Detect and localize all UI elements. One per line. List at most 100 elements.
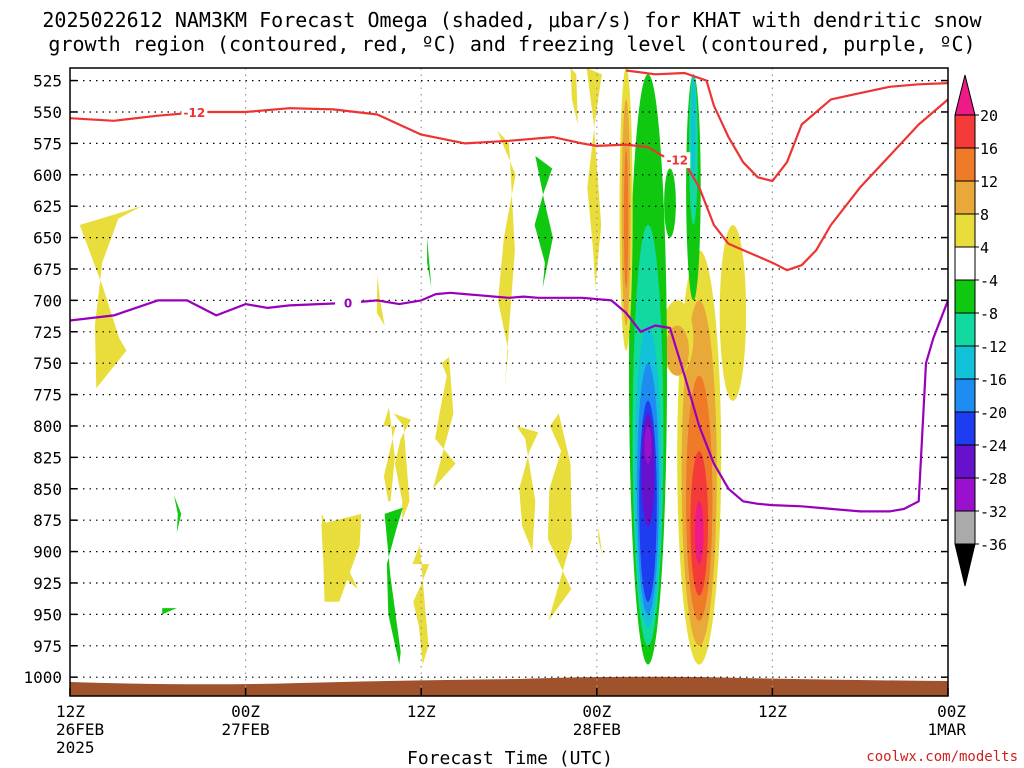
freezing-level-contour-label: 0 <box>344 296 352 310</box>
colorbar-label: 8 <box>980 206 989 224</box>
colorbar-swatch <box>954 411 976 446</box>
colorbar-swatch <box>954 180 976 215</box>
y-tick-label: 850 <box>33 480 62 499</box>
omega-core <box>691 74 696 175</box>
x-tick-label: 28FEB <box>573 720 621 739</box>
y-tick-label: 825 <box>33 448 62 467</box>
omega-region <box>383 407 396 502</box>
y-axis-ticks: 525 550 575 600 625 650 675 700 725 750 775 800 825 8… <box>23 72 948 687</box>
dgz-contour <box>647 98 948 272</box>
omega-region <box>173 495 182 533</box>
colorbar-swatch <box>954 378 976 413</box>
y-tick-label: 900 <box>33 543 62 562</box>
x-tick-label: 12Z <box>407 702 436 721</box>
x-tick-label: 2025 <box>56 738 95 757</box>
omega-core <box>623 149 629 288</box>
y-tick-label: 625 <box>33 197 62 216</box>
x-axis-label: Forecast Time (UTC) <box>407 748 613 768</box>
credit-text: coolwx.com/modelts <box>866 749 1018 765</box>
omega-region <box>598 526 603 558</box>
colorbar-swatch <box>954 147 976 182</box>
x-tick-label: 00Z <box>937 702 966 721</box>
colorbar-label: -8 <box>980 305 998 323</box>
x-tick-label: 12Z <box>56 702 85 721</box>
colorbar-swatch <box>954 246 976 281</box>
omega-core <box>664 168 676 238</box>
plot-frame <box>69 67 949 697</box>
y-tick-label: 875 <box>33 511 62 530</box>
y-tick-label: 650 <box>33 229 62 248</box>
omega-core <box>719 225 747 401</box>
y-tick-label: 775 <box>33 386 62 405</box>
y-tick-label: 725 <box>33 323 62 342</box>
colorbar-label: -4 <box>980 272 998 290</box>
colorbar-swatch <box>954 477 976 512</box>
omega-region <box>534 155 553 288</box>
chart-title-line2: growth region (contoured, red, ºC) and f… <box>48 32 975 56</box>
freezing-level-label-bg <box>335 294 362 311</box>
freezing-level-contour <box>70 291 948 513</box>
y-tick-label: 750 <box>33 354 62 373</box>
x-tick-label: 00Z <box>582 702 611 721</box>
x-tick-label: 00Z <box>231 702 260 721</box>
y-tick-label: 675 <box>33 260 62 279</box>
grid-layer <box>70 68 948 696</box>
colorbar: 20 16 12 8 4 -4 -8 -12 -16 -20 -24 -28 -32 -36 <box>954 74 1007 587</box>
colorbar-swatch <box>954 345 976 380</box>
omega-core <box>644 426 652 464</box>
colorbar-label: -20 <box>980 404 1007 422</box>
omega-region <box>586 68 602 288</box>
ground-layer <box>70 676 948 696</box>
colorbar-bottom-arrow <box>954 543 976 587</box>
colorbar-label: -36 <box>980 536 1007 554</box>
x-tick-label: 1MAR <box>927 720 966 739</box>
colorbar-label: 16 <box>980 140 998 158</box>
omega-region <box>427 237 432 288</box>
dgz-contour-label: -12 <box>184 106 206 120</box>
dgz-label-bg <box>664 152 691 169</box>
colorbar-swatch <box>954 213 976 248</box>
omega-region <box>547 413 572 621</box>
colorbar-swatch <box>954 312 976 347</box>
y-tick-label: 575 <box>33 134 62 153</box>
y-tick-label: 700 <box>33 291 62 310</box>
colorbar-swatch <box>954 444 976 479</box>
y-tick-label: 550 <box>33 103 62 122</box>
ground-terrain <box>70 676 948 696</box>
omega-region <box>412 545 430 665</box>
omega-region <box>432 356 456 489</box>
dgz-contour-label: -12 <box>666 154 688 168</box>
colorbar-label: -24 <box>980 437 1007 455</box>
omega-region <box>79 206 142 389</box>
omega-region <box>497 130 516 389</box>
chart-title-line1: 2025022612 NAM3KM Forecast Omega (shaded… <box>42 8 982 32</box>
y-tick-label: 925 <box>33 574 62 593</box>
omega-core <box>694 501 704 565</box>
y-tick-label: 600 <box>33 166 62 185</box>
x-tick-label: 12Z <box>758 702 787 721</box>
y-tick-label: 800 <box>33 417 62 436</box>
colorbar-label: -12 <box>980 338 1007 356</box>
x-tick-label: 26FEB <box>56 720 104 739</box>
omega-region <box>384 507 403 665</box>
colorbar-swatch <box>954 114 976 149</box>
y-tick-label: 975 <box>33 637 62 656</box>
omega-region <box>162 608 177 615</box>
x-tick-label: 27FEB <box>222 720 270 739</box>
colorbar-swatch <box>954 279 976 314</box>
y-tick-label: 950 <box>33 605 62 624</box>
omega-region <box>321 513 362 602</box>
dgz-label-bg <box>181 104 208 121</box>
colorbar-label: 12 <box>980 173 998 191</box>
colorbar-label: 20 <box>980 107 998 125</box>
omega-shading-layer <box>79 68 747 665</box>
colorbar-top-arrow <box>954 74 976 116</box>
y-tick-label: 1000 <box>23 668 62 687</box>
y-tick-label: 525 <box>33 72 62 91</box>
dgz-contour <box>625 69 948 183</box>
colorbar-label: 4 <box>980 239 989 257</box>
dgz-contour <box>70 107 649 149</box>
contour-layer: -12 -12 0 <box>70 69 948 513</box>
